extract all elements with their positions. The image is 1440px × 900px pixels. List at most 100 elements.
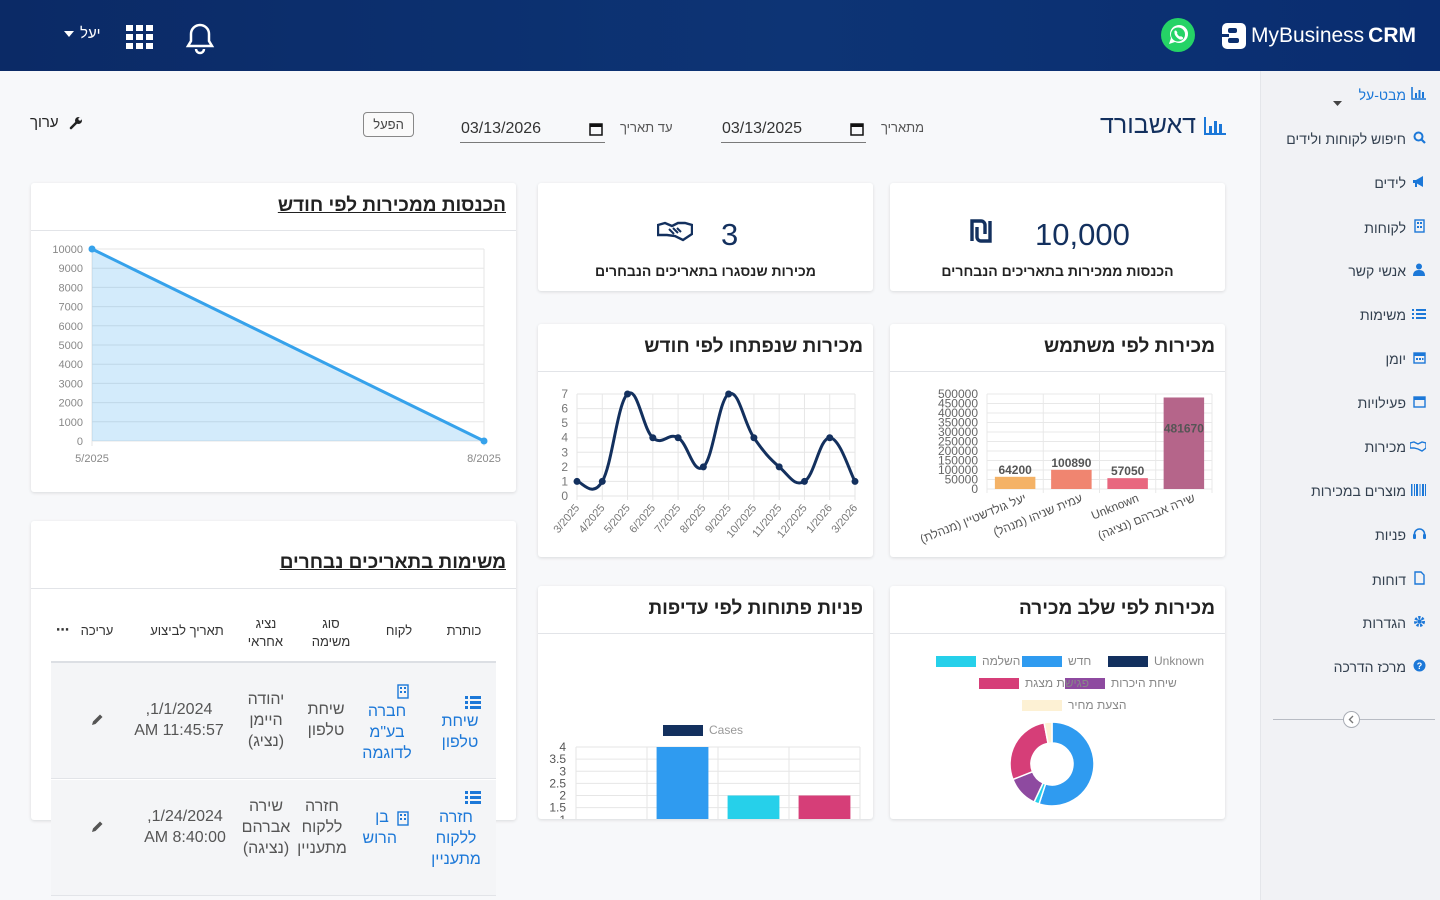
card-title[interactable]: הכנסות ממכירות לפי חודש xyxy=(277,195,506,216)
sidebar-item-reports[interactable]: דוחות xyxy=(1372,571,1426,588)
legend-label: Unknown xyxy=(1154,654,1204,668)
y-tick-label: 2 xyxy=(561,460,568,474)
bar xyxy=(656,747,709,819)
sidebar-item-label: פעילויות xyxy=(1357,395,1406,411)
user-name: יעל xyxy=(80,25,101,42)
calendar-icon xyxy=(1412,351,1426,367)
caret-down-icon xyxy=(64,30,74,37)
brand-logo[interactable]: MyBusiness CRM xyxy=(1221,20,1416,52)
legend-label: פגישת מצגת xyxy=(1025,676,1089,690)
table-header-date[interactable]: תאריך לביצוע xyxy=(150,623,224,638)
sidebar-item-leads[interactable]: לידים xyxy=(1374,175,1426,191)
sidebar-item-calendar[interactable]: יומן xyxy=(1385,351,1426,367)
y-tick-label: 5000 xyxy=(59,340,83,352)
y-tick-label: 400000 xyxy=(938,406,978,420)
y-tick-label: 7000 xyxy=(59,302,83,314)
y-tick-label: 8000 xyxy=(59,282,83,294)
caret-down-icon[interactable] xyxy=(1333,93,1342,111)
calendar-check-icon xyxy=(1412,395,1426,411)
task-client-link[interactable]: בן הרוש xyxy=(362,809,397,847)
y-tick-label: 6000 xyxy=(59,321,83,333)
from-date-value: 03/13/2025 xyxy=(722,120,803,137)
sidebar-item-label: אנשי קשר xyxy=(1348,263,1406,279)
data-point xyxy=(800,477,808,485)
table-header-client[interactable]: לקוח xyxy=(385,623,413,638)
legend-swatch xyxy=(1108,656,1148,667)
sidebar-item-products[interactable]: מוצרים במכירות xyxy=(1311,483,1426,499)
shekel-icon xyxy=(970,219,992,248)
brand-name: MyBusiness xyxy=(1250,24,1365,47)
sidebar-item-tickets[interactable]: פניות xyxy=(1375,527,1426,543)
bar xyxy=(1107,478,1148,489)
data-point xyxy=(699,463,707,471)
closed-sales-stat-label: מכירות שנסגרו בתאריכים הנבחרים xyxy=(595,263,816,279)
data-point xyxy=(480,437,488,445)
x-tick-label: 3/2026 xyxy=(829,502,860,535)
chevron-left-icon xyxy=(1348,715,1354,724)
data-label: 64200 xyxy=(998,463,1032,477)
edit-pencil-icon[interactable] xyxy=(91,713,104,731)
sales-by-stage-card: מכירות לפי שלב מכירה Unknown חדש השלמה שיחת… xyxy=(890,586,1225,819)
sidebar-item-contacts[interactable]: אנשי קשר xyxy=(1348,263,1426,279)
data-label: 481670 xyxy=(1164,421,1204,435)
legend-label: הצעת מחיר xyxy=(1068,698,1126,712)
legend-label: Cases xyxy=(709,723,743,737)
wrench-icon xyxy=(69,116,82,129)
tickets-priority-bar-chart: Cases00.511.522.533.54UnknownUnknownנמוך… xyxy=(549,723,861,819)
sidebar-item-settings[interactable]: הגדרות xyxy=(1363,615,1426,631)
sidebar-item-label: חיפוש לקוחות ולידים xyxy=(1286,131,1406,147)
apps-menu-button[interactable] xyxy=(125,24,155,50)
opened-by-month-card: מכירות שנפתחו לפי חודש 0 1 2 3 4 5 6 7 3/2025 4/2… xyxy=(538,324,873,557)
table-header-title[interactable]: כותרת xyxy=(446,623,482,638)
edit-dashboard-button[interactable]: ערוך xyxy=(30,114,83,131)
sidebar-item-search[interactable]: חיפוש לקוחות ולידים xyxy=(1286,131,1426,147)
calendar-icon[interactable] xyxy=(850,122,864,136)
sidebar-item-label: לידים xyxy=(1374,175,1406,191)
y-tick-label: 3 xyxy=(559,764,566,778)
sales-by-stage-doughnut-chart: Unknown חדש השלמה שיחת היכרות פגישת מצגת הצעת… xyxy=(936,654,1204,807)
y-tick-label: 200000 xyxy=(938,444,978,458)
from-date-input[interactable]: 03/13/2025 xyxy=(721,113,866,143)
table-header-type[interactable]: סוג משימה xyxy=(311,616,351,649)
user-menu[interactable]: יעל xyxy=(64,25,101,42)
sidebar-item-tasks[interactable]: משימות xyxy=(1360,307,1426,323)
sidebar-item-customers[interactable]: לקוחות xyxy=(1364,219,1426,236)
data-point xyxy=(88,245,96,253)
calendar-icon[interactable] xyxy=(589,122,603,136)
building-icon xyxy=(1412,219,1426,236)
sidebar-item-sales[interactable]: מכירות xyxy=(1365,439,1427,455)
sidebar-item-label: מבט-על xyxy=(1358,87,1406,103)
sidebar-item-training[interactable]: ? מרכז הדרכה xyxy=(1334,659,1426,675)
top-bar: MyBusiness CRM יעל xyxy=(0,0,1440,71)
card-title[interactable]: משימות בתאריכים נבחרים xyxy=(279,552,506,573)
x-tick-label: 8/2025 xyxy=(467,453,501,465)
apply-button-label: הפעל xyxy=(373,117,404,132)
table-header-agent[interactable]: נציג אחראי xyxy=(247,616,283,649)
notifications-button[interactable] xyxy=(184,21,216,55)
y-tick-label: 250000 xyxy=(938,435,978,449)
sidebar-item-label: פניות xyxy=(1375,527,1406,543)
whatsapp-button[interactable] xyxy=(1160,17,1196,53)
bar-chart-icon xyxy=(1204,116,1226,135)
card-title: מכירות לפי שלב מכירה xyxy=(1018,598,1215,619)
sidebar-item-activities[interactable]: פעילויות xyxy=(1358,395,1426,411)
task-client-link[interactable]: חברה בע"מ לדוגמה xyxy=(362,703,412,762)
sidebar-item-overview[interactable]: מבט-על xyxy=(1359,87,1426,103)
revenue-stat-value: 10,000 xyxy=(1035,217,1130,252)
more-options-icon[interactable]: ⋯ xyxy=(56,622,69,637)
edit-pencil-icon[interactable] xyxy=(91,820,104,838)
apply-button[interactable]: הפעל xyxy=(363,112,414,137)
y-tick-label: 5 xyxy=(561,416,568,430)
list-icon xyxy=(1412,308,1426,323)
y-tick-label: 2.5 xyxy=(549,776,566,790)
task-title-link[interactable]: שיחת טלפון xyxy=(441,713,479,751)
x-tick-label: 3/2025 xyxy=(551,502,582,535)
sidebar-collapse-button[interactable] xyxy=(1343,711,1360,728)
legend-swatch xyxy=(1022,656,1062,667)
task-title-link[interactable]: חזרה ללקוח מתעניין xyxy=(431,809,481,868)
to-date-input[interactable]: 03/13/2026 xyxy=(460,113,605,143)
revenue-area-chart: 0 1000 2000 3000 4000 5000 6000 7000 8000 9000 100… xyxy=(52,244,501,465)
pie-slice xyxy=(1043,721,1053,745)
legend-label: השלמה xyxy=(982,654,1020,668)
whatsapp-icon xyxy=(1161,18,1195,52)
